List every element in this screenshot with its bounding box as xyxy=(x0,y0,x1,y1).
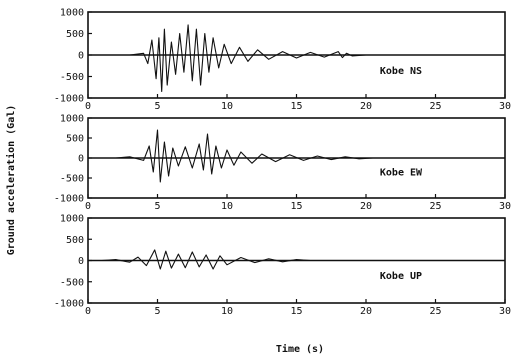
x-tick-label: 10 xyxy=(221,306,233,317)
x-tick-label: 10 xyxy=(221,101,233,112)
x-tick-label: 20 xyxy=(360,201,372,212)
x-tick-label: 0 xyxy=(85,201,91,212)
x-axis-label: Time (s) xyxy=(276,343,324,355)
y-tick-label: -1000 xyxy=(54,299,84,310)
y-tick-label: 0 xyxy=(78,256,84,267)
series-line-kobe-ns xyxy=(88,24,505,93)
x-tick-label: 30 xyxy=(499,201,511,212)
x-tick-label: 15 xyxy=(290,201,302,212)
y-tick-label: -500 xyxy=(60,277,84,288)
x-tick-label: 5 xyxy=(154,201,160,212)
x-tick-label: 30 xyxy=(499,306,511,317)
y-tick-label: 1000 xyxy=(60,114,84,125)
y-tick-label: 1000 xyxy=(60,8,84,19)
x-tick-label: 10 xyxy=(221,201,233,212)
y-tick-label: 500 xyxy=(66,29,84,40)
x-tick-label: 25 xyxy=(429,306,441,317)
y-tick-label: 500 xyxy=(66,235,84,246)
y-tick-label: 0 xyxy=(78,154,84,165)
panel-label: Kobe NS xyxy=(380,66,422,77)
x-tick-label: 25 xyxy=(429,201,441,212)
x-tick-label: 5 xyxy=(154,101,160,112)
y-tick-label: 0 xyxy=(78,51,84,62)
panel-label: Kobe EW xyxy=(380,168,423,179)
x-tick-label: 0 xyxy=(85,306,91,317)
x-tick-label: 5 xyxy=(154,306,160,317)
x-tick-label: 0 xyxy=(85,101,91,112)
panel-label: Kobe UP xyxy=(380,271,422,282)
y-tick-label: -500 xyxy=(60,72,84,83)
y-tick-label: -1000 xyxy=(54,194,84,205)
x-tick-label: 20 xyxy=(360,306,372,317)
x-tick-label: 25 xyxy=(429,101,441,112)
x-tick-label: 30 xyxy=(499,101,511,112)
y-axis-label: Ground acceleration (Gal) xyxy=(5,105,17,256)
series-line-kobe-ew xyxy=(88,129,505,183)
x-tick-label: 15 xyxy=(290,306,302,317)
y-tick-label: -1000 xyxy=(54,94,84,105)
y-tick-label: 500 xyxy=(66,134,84,145)
x-tick-label: 20 xyxy=(360,101,372,112)
y-tick-label: 1000 xyxy=(60,214,84,225)
series-line-kobe-up xyxy=(88,249,505,270)
x-tick-label: 15 xyxy=(290,101,302,112)
y-tick-label: -500 xyxy=(60,174,84,185)
